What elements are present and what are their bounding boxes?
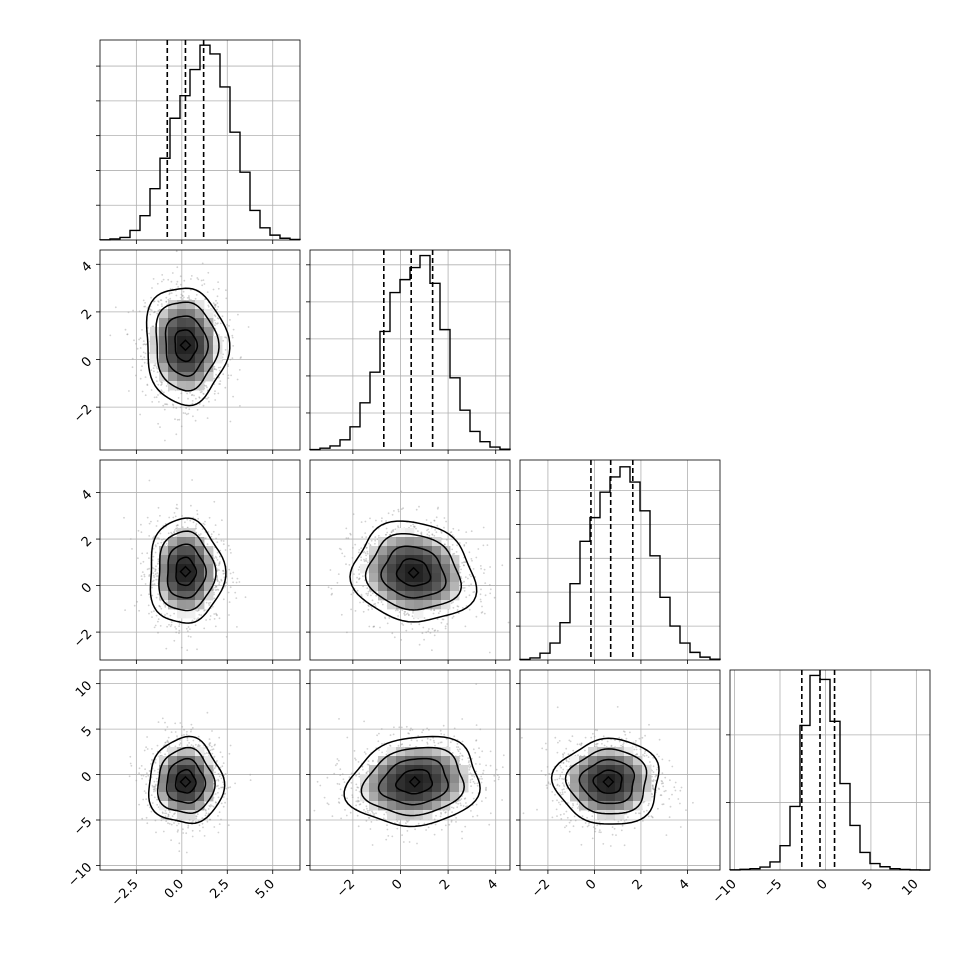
panel-frame — [309, 459, 511, 661]
y-tick-label: 0 — [79, 354, 95, 370]
histogram-bars — [729, 674, 930, 871]
x-tick-label: 0 — [583, 877, 599, 893]
mode-marker — [602, 775, 615, 788]
y-tick-label: −5 — [71, 815, 95, 839]
mode-marker — [407, 566, 420, 579]
histogram-bars — [309, 254, 511, 451]
density-contour — [564, 748, 648, 815]
x-tick-label: 5.0 — [253, 877, 278, 902]
density-contour — [158, 530, 217, 612]
hist-panel-1 — [306, 249, 511, 454]
panel-frame — [729, 669, 931, 871]
y-tick-label: 2 — [79, 307, 95, 323]
mode-marker — [179, 339, 192, 352]
y-tick-label: 5 — [79, 724, 95, 740]
density-contour — [578, 758, 636, 805]
density-contour — [360, 746, 465, 817]
y-tick-label: 0 — [79, 580, 95, 596]
density-contour — [164, 315, 209, 377]
mode-marker — [179, 775, 192, 788]
panel-frame — [309, 249, 511, 451]
panel-frame — [99, 459, 301, 661]
hist-panel-2 — [516, 459, 721, 664]
density-contour — [165, 757, 207, 804]
pair-panel-3-1 — [306, 669, 511, 874]
y-tick-label: 0 — [79, 769, 95, 785]
density-contour — [395, 558, 432, 587]
x-tick-label: 0 — [389, 877, 405, 893]
pair-panel-2-1 — [306, 459, 511, 664]
x-tick-label: 2.5 — [207, 877, 232, 902]
density-contour — [156, 746, 216, 814]
density-contour — [147, 735, 226, 825]
x-tick-label: −2 — [334, 877, 358, 901]
x-tick-label: −10 — [710, 877, 740, 907]
y-tick-label: −2 — [71, 402, 95, 426]
density-contour — [175, 556, 198, 587]
density-contour — [155, 301, 220, 392]
density-contour — [343, 735, 481, 828]
y-tick-label: 10 — [73, 678, 95, 700]
y-tick-label: 4 — [79, 487, 95, 503]
y-tick-label: −10 — [65, 860, 95, 890]
panel-frame — [519, 459, 721, 661]
panel-bg — [520, 460, 720, 660]
hist-panel-0 — [96, 39, 301, 244]
density-contour — [592, 769, 623, 794]
panel-frame — [99, 39, 301, 241]
histogram-bars — [99, 44, 301, 241]
x-tick-label: 0.0 — [162, 877, 187, 902]
density-contour — [377, 757, 449, 806]
density-contour — [395, 768, 434, 795]
density-contour — [145, 287, 231, 407]
panel-frame — [99, 669, 301, 871]
panel-frame — [519, 669, 721, 871]
hist-panel-3 — [726, 669, 931, 871]
y-tick-label: 2 — [79, 534, 95, 550]
density-contour — [166, 543, 207, 599]
panel-bg — [310, 250, 510, 450]
x-tick-label: −5 — [761, 877, 785, 901]
density-contour — [364, 532, 463, 611]
panel-bg — [100, 40, 300, 240]
x-tick-label: 2 — [630, 877, 646, 893]
x-tick-label: −2.5 — [109, 877, 142, 910]
panel-frame — [99, 249, 301, 451]
pair-panel-3-2 — [516, 669, 721, 874]
x-tick-label: 4 — [485, 877, 501, 893]
pair-panel-1-0 — [96, 249, 301, 454]
density-contour — [149, 517, 227, 624]
panel-frame — [309, 669, 511, 871]
pair-panel-2-0 — [96, 459, 301, 664]
density-contour — [174, 329, 199, 363]
histogram-bars — [519, 466, 721, 661]
x-tick-label: 0 — [814, 877, 830, 893]
y-tick-label: −2 — [71, 627, 95, 651]
x-tick-label: −2 — [529, 877, 553, 901]
x-tick-label: 5 — [860, 877, 876, 893]
x-tick-label: 10 — [899, 877, 921, 899]
y-tick-label: 4 — [79, 259, 95, 275]
density-contour — [349, 520, 478, 623]
mode-marker — [408, 775, 421, 788]
mode-marker — [179, 565, 192, 578]
pair-panel-3-0 — [96, 669, 301, 874]
x-tick-label: 2 — [437, 877, 453, 893]
x-tick-label: 4 — [676, 877, 692, 893]
density-contour — [174, 768, 197, 794]
density-contour — [550, 737, 660, 825]
density-contour — [380, 545, 447, 599]
